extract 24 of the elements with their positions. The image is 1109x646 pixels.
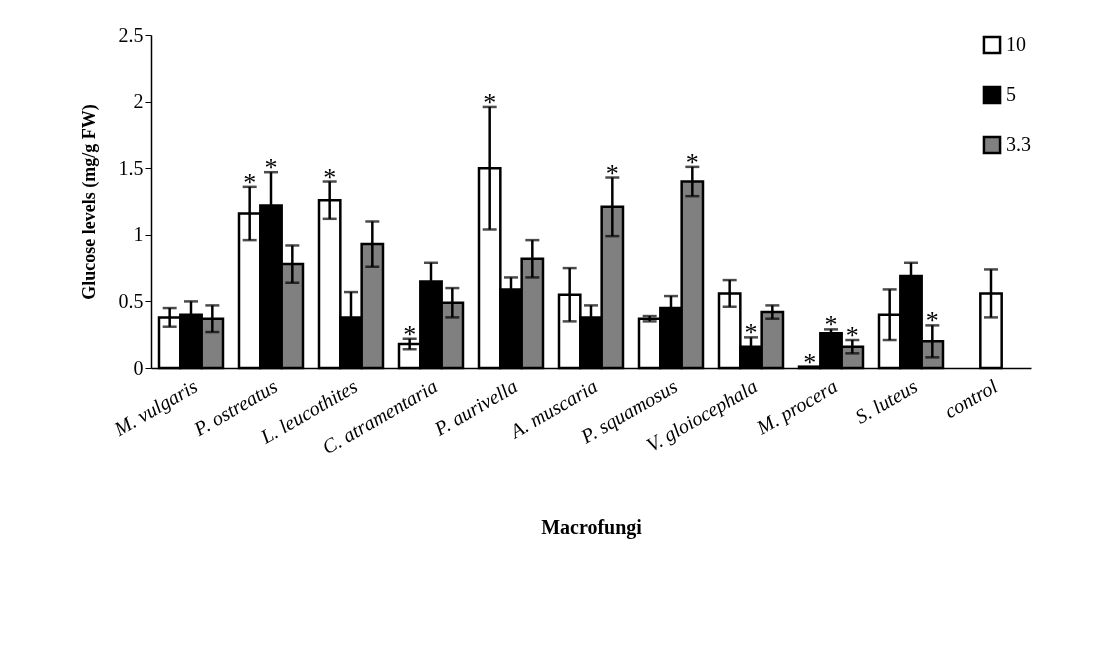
x-tick-label: S. luteus: [851, 374, 922, 428]
x-axis-title: Macrofungi: [541, 516, 643, 540]
data-label: *: [685, 147, 699, 177]
y-tick-label: 2.5: [118, 23, 144, 46]
data-label: *: [264, 153, 278, 183]
y-tick-label: 1: [133, 223, 144, 246]
y-tick-label: 2: [133, 90, 144, 113]
data-label: *: [824, 310, 838, 340]
y-tick-label: 1.5: [118, 156, 144, 179]
data-label: *: [803, 347, 817, 377]
data-label: *: [243, 167, 257, 197]
legend-label: 3.3: [1006, 133, 1031, 155]
y-axis-title: Glucose levels (mg/g FW): [78, 104, 100, 300]
legend-label: 5: [1006, 83, 1016, 105]
y-tick-label: 0: [133, 356, 144, 379]
data-label: *: [925, 306, 939, 336]
data-label: *: [744, 318, 758, 348]
legend-label: 10: [1006, 33, 1026, 55]
data-label: *: [483, 87, 497, 117]
y-tick-label: 0.5: [118, 289, 144, 312]
data-label: *: [845, 321, 859, 351]
data-label: *: [323, 162, 337, 192]
data-label: *: [605, 158, 619, 188]
data-label: *: [403, 319, 417, 349]
